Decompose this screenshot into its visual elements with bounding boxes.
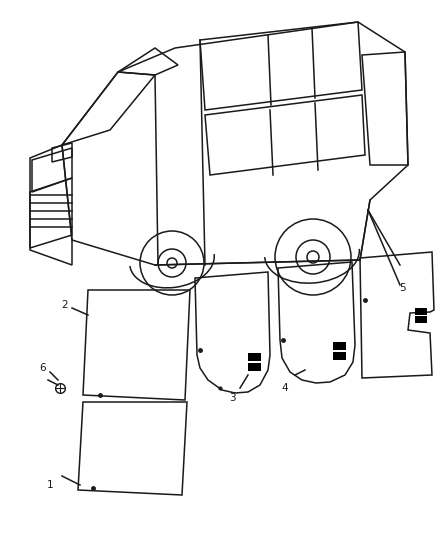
Bar (415, 316, 427, 323)
Text: 2: 2 (62, 300, 68, 310)
Text: 6: 6 (40, 363, 46, 373)
Text: 1: 1 (47, 480, 53, 490)
Text: 5: 5 (400, 283, 406, 293)
Bar (333, 352, 346, 360)
Text: 3: 3 (229, 393, 235, 403)
Bar (415, 308, 427, 315)
Text: 4: 4 (282, 383, 288, 393)
Bar (248, 353, 261, 361)
Bar (248, 363, 261, 371)
Bar (333, 342, 346, 350)
